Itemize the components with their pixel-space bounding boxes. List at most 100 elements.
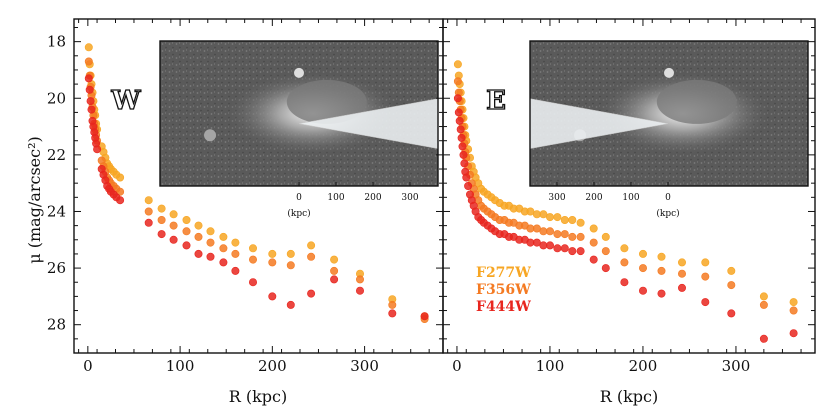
data-point (206, 252, 215, 261)
inset-axis-label: (kpc) (656, 208, 679, 219)
data-point (307, 241, 316, 250)
legend-entry-f444w: F444W (476, 299, 531, 315)
data-point (219, 232, 228, 241)
data-point (169, 235, 178, 244)
x-axis-label-right: R (kpc) (600, 387, 659, 406)
data-point (657, 289, 666, 298)
inset-tick-label: 100 (622, 193, 639, 203)
data-point (355, 286, 364, 295)
inset-frame (529, 40, 809, 187)
data-point (219, 258, 228, 267)
y-tick-label: 18 (47, 33, 66, 51)
data-point (249, 244, 258, 253)
data-point (116, 196, 125, 205)
data-point (638, 249, 647, 258)
data-point (539, 241, 548, 250)
data-point (539, 227, 548, 236)
data-point (87, 105, 96, 114)
data-point (657, 266, 666, 275)
data-point (231, 238, 240, 247)
data-point (194, 221, 203, 230)
data-point (560, 216, 569, 225)
bright-star (664, 67, 674, 78)
data-point (677, 258, 686, 267)
data-point (84, 57, 93, 66)
data-point (86, 97, 95, 106)
data-point (545, 213, 554, 222)
data-point (701, 298, 710, 307)
data-point (553, 244, 562, 253)
data-point (638, 264, 647, 273)
data-point (620, 244, 629, 253)
axes-frame (442, 18, 816, 354)
data-point (268, 249, 277, 258)
series-f444w (453, 94, 798, 343)
panel-east: 300 200 100 0 (kpc) E 0 100 200 300 (442, 18, 816, 375)
data-point (539, 210, 548, 219)
y-tick-label: 22 (47, 146, 66, 164)
data-point (182, 241, 191, 250)
data-point (568, 247, 577, 256)
y-tick-label: 26 (47, 259, 66, 277)
data-point (355, 275, 364, 284)
data-point (169, 221, 178, 230)
inset-image: 0 100 200 300 (kpc) (159, 40, 439, 219)
data-point (460, 159, 469, 168)
data-point (157, 230, 166, 239)
data-point (458, 142, 467, 151)
inset-image: 300 200 100 0 (kpc) (529, 40, 809, 219)
data-point (560, 230, 569, 239)
data-point (677, 269, 686, 278)
data-point (759, 292, 768, 301)
data-point (453, 77, 462, 86)
data-point (576, 247, 585, 256)
data-point (231, 249, 240, 258)
data-point (182, 227, 191, 236)
data-point (459, 150, 468, 159)
panel-label: W (110, 86, 141, 116)
data-point (307, 289, 316, 298)
inset-tick-label: 200 (364, 193, 381, 203)
data-point (457, 133, 466, 142)
legend-entry-f356w: F356W (476, 282, 531, 298)
inset-tick-label: 100 (327, 193, 344, 203)
data-point (453, 94, 462, 103)
data-point (601, 264, 610, 273)
data-point (759, 334, 768, 343)
data-point (144, 196, 153, 205)
data-point (157, 204, 166, 213)
data-point (701, 258, 710, 267)
data-point (182, 216, 191, 225)
data-point (789, 298, 798, 307)
data-point (601, 232, 610, 241)
inset-axis-label: (kpc) (287, 208, 310, 219)
data-point (638, 286, 647, 295)
x-tick-label: 200 (258, 357, 287, 375)
x-tick-label: 0 (452, 357, 462, 375)
data-point (789, 306, 798, 315)
data-point (589, 255, 598, 264)
data-point (789, 329, 798, 338)
data-point (453, 60, 462, 69)
data-point (727, 281, 736, 290)
x-axis-label-left: R (kpc) (229, 387, 288, 406)
data-point (268, 258, 277, 267)
data-point (388, 300, 397, 309)
panel-label: E (486, 86, 506, 116)
data-point (568, 232, 577, 241)
inset-tick-label: 300 (401, 193, 418, 203)
x-tick-label: 300 (350, 357, 379, 375)
galaxy-core (656, 79, 737, 124)
data-point (545, 227, 554, 236)
x-tick-label: 100 (536, 357, 565, 375)
data-point (568, 216, 577, 225)
data-point (620, 278, 629, 287)
data-point (194, 249, 203, 258)
bright-star (294, 67, 304, 78)
inset-tick-label: 200 (585, 193, 602, 203)
data-point (388, 309, 397, 318)
inset-tick-label: 0 (665, 193, 671, 203)
data-point (144, 207, 153, 216)
data-point (589, 224, 598, 233)
